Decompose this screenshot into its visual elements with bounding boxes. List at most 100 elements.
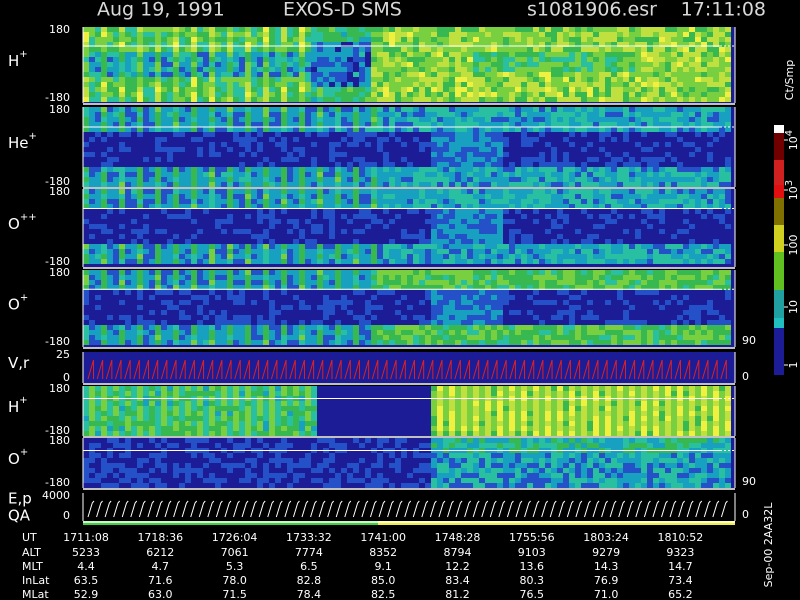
spectrogram-cell	[497, 209, 503, 214]
spectrogram-cell	[323, 72, 329, 77]
spectrogram-cell	[563, 219, 569, 224]
spectrogram-cell	[641, 209, 647, 214]
spectrogram-cell	[725, 244, 731, 249]
spectrogram-cell	[377, 52, 383, 57]
spectrogram-cell	[437, 285, 443, 290]
spectrogram-cell	[497, 340, 503, 345]
spectrogram-cell	[323, 275, 329, 280]
spectrogram-cell	[461, 290, 467, 295]
spectrogram-cell	[479, 330, 485, 335]
spectrogram-cell	[329, 47, 335, 52]
spectrogram-cell	[425, 92, 431, 97]
spectrogram-cell	[227, 122, 233, 127]
spectrogram-cell	[89, 42, 95, 47]
spectrogram-cell	[695, 47, 701, 52]
spectrogram-cell	[449, 204, 455, 209]
spectrogram-cell	[143, 199, 149, 204]
spectrogram-cell	[551, 52, 557, 57]
spectrogram-cell	[293, 77, 299, 82]
spectrogram-cell	[293, 182, 299, 187]
spectrogram-cell	[257, 182, 263, 187]
spectrogram-cell	[719, 27, 725, 32]
spectrogram-cell	[581, 127, 587, 132]
spectrogram-cell	[551, 87, 557, 92]
spectrogram-cell	[449, 152, 455, 157]
spectrogram-cell	[683, 32, 689, 37]
spectrogram-cell	[131, 52, 137, 57]
spectrogram-cell	[707, 82, 713, 87]
spectrogram-cell	[209, 52, 215, 57]
spectrogram-cell	[485, 249, 491, 254]
spectrogram-cell	[527, 204, 533, 209]
spectrogram-cell	[443, 117, 449, 122]
spectrogram-cell	[551, 162, 557, 167]
spectrogram-cell	[527, 112, 533, 117]
spectrogram-cell	[557, 209, 563, 214]
spectrogram-cell	[365, 42, 371, 47]
spectrogram-cell	[341, 152, 347, 157]
spectrogram-cell	[167, 117, 173, 122]
spectrogram-cell	[197, 270, 203, 275]
spectrogram-cell	[221, 122, 227, 127]
spectrogram-cell	[359, 275, 365, 280]
spectrogram-cell	[533, 254, 539, 259]
spectrogram-cell	[695, 87, 701, 92]
spectrogram-cell	[395, 47, 401, 52]
spectrogram-cell	[239, 259, 245, 264]
spectrogram-cell	[167, 204, 173, 209]
spectrogram-cell	[191, 32, 197, 37]
spectrogram-cell	[467, 32, 473, 37]
spectrogram-cell	[305, 47, 311, 52]
spectrogram-cell	[461, 42, 467, 47]
spectrogram-cell	[125, 147, 131, 152]
spectrogram-cell	[161, 300, 167, 305]
spectrogram-cell	[647, 177, 653, 182]
spectrogram-cell	[443, 157, 449, 162]
spectrogram-cell	[491, 204, 497, 209]
spectrogram-cell	[677, 107, 683, 112]
spectrogram-cell	[413, 62, 419, 67]
spectrogram-cell	[437, 87, 443, 92]
spectrogram-cell	[83, 275, 89, 280]
spectrogram-cell	[617, 177, 623, 182]
spectrogram-cell	[485, 182, 491, 187]
spectrogram-cell	[299, 72, 305, 77]
spectrogram-cell	[695, 209, 701, 214]
spectrogram-cell	[269, 52, 275, 57]
spectrogram-cell	[203, 340, 209, 345]
spectrogram-cell	[137, 107, 143, 112]
spectrogram-cell	[287, 167, 293, 172]
spectrogram-cell	[467, 162, 473, 167]
spectrogram-cell	[521, 132, 527, 137]
spectrogram-cell	[239, 280, 245, 285]
spectrogram-cell	[689, 224, 695, 229]
spectrogram-cell	[557, 167, 563, 172]
spectrogram-cell	[275, 92, 281, 97]
spectrogram-cell	[461, 275, 467, 280]
spectrogram-cell	[521, 42, 527, 47]
spectrogram-cell	[587, 280, 593, 285]
spectrogram-cell	[347, 62, 353, 67]
spectrogram-cell	[497, 27, 503, 32]
spectrogram-cell	[539, 254, 545, 259]
spectrogram-cell	[83, 249, 89, 254]
spectrogram-cell	[335, 320, 341, 325]
spectrogram-cell	[293, 194, 299, 199]
spectrogram-cell	[311, 320, 317, 325]
spectrogram-cell	[629, 157, 635, 162]
spectrogram-cell	[587, 330, 593, 335]
spectrogram-cell	[167, 112, 173, 117]
spectrogram-cell	[713, 194, 719, 199]
spectrogram-cell	[383, 224, 389, 229]
spectrogram-cell	[395, 67, 401, 72]
spectrogram-cell	[287, 275, 293, 280]
spectrogram-cell	[89, 37, 95, 42]
spectrogram-cell	[401, 77, 407, 82]
spectrogram-cell	[425, 182, 431, 187]
spectrogram-cell	[425, 57, 431, 62]
spectrogram-cell	[359, 199, 365, 204]
spectrogram-cell	[659, 214, 665, 219]
spectrogram-cell	[167, 37, 173, 42]
spectrogram-cell	[227, 62, 233, 67]
spectrogram-cell	[143, 62, 149, 67]
